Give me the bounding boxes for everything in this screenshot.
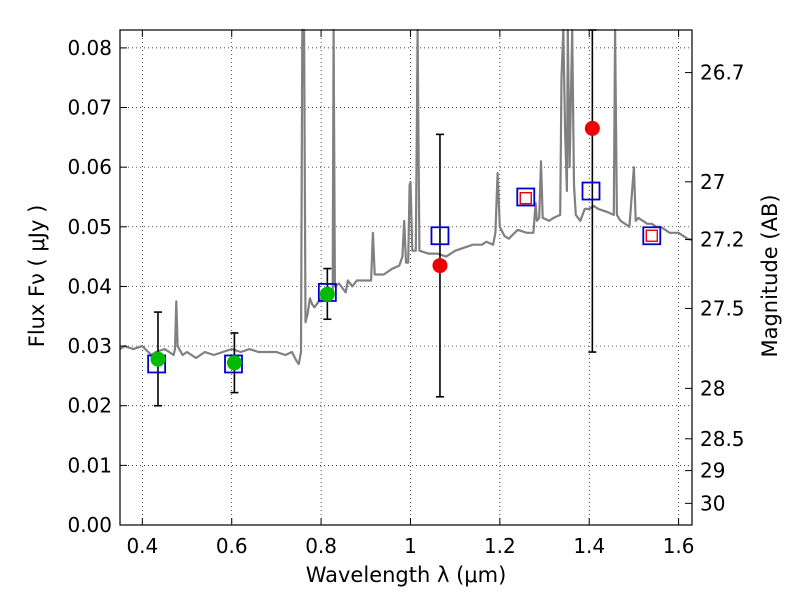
mag-tick-label: 27.5 xyxy=(700,296,745,320)
spectrum-line xyxy=(119,28,693,366)
x-tick-label: 1.6 xyxy=(663,534,695,558)
x-ticks: 0.4 0.6 0.8 1 1.2 1.4 1.6 xyxy=(126,30,695,558)
mag-tick-label: 29 xyxy=(700,459,725,483)
model-band-square xyxy=(642,226,662,246)
errorbar-layer xyxy=(153,29,597,407)
y-tick-label: 0.07 xyxy=(67,96,112,120)
mag-tick-label: 27.2 xyxy=(700,228,745,252)
y-tick-label: 0.02 xyxy=(67,394,112,418)
y-axis-label: Flux Fν ( μJy ) xyxy=(25,205,49,348)
x-tick-label: 1.2 xyxy=(484,534,516,558)
x-tick-label: 0.6 xyxy=(216,534,248,558)
y-tick-label: 0.08 xyxy=(67,36,112,60)
y-axis-label-right: Magnitude (AB) xyxy=(758,194,782,357)
y-ticks: 0.00 0.01 0.02 0.03 0.04 0.05 0.06 0.07 0.08 xyxy=(67,36,127,537)
y-tick-label: 0.05 xyxy=(67,215,112,239)
mag-tick-label: 27 xyxy=(700,170,725,194)
model-band-square xyxy=(516,187,536,207)
y-tick-label: 0.01 xyxy=(67,453,112,477)
detected-point xyxy=(319,286,335,302)
y-tick-label: 0.03 xyxy=(67,334,112,358)
y-tick-label: 0.04 xyxy=(67,274,112,298)
x-tick-label: 0.4 xyxy=(126,534,158,558)
nondetected-point xyxy=(432,258,448,274)
marker-layer xyxy=(147,120,662,374)
upper-limit-square xyxy=(519,191,532,205)
y-tick-label: 0.00 xyxy=(67,513,112,537)
detected-point xyxy=(150,351,166,367)
detected-point xyxy=(226,355,242,371)
upper-limit-square xyxy=(645,229,658,242)
plot-frame xyxy=(119,29,693,526)
model-band-square xyxy=(581,181,601,201)
spectrum-layer xyxy=(119,28,693,366)
mag-tick-label: 30 xyxy=(700,491,725,515)
x-tick-label: 1.4 xyxy=(573,534,605,558)
y-tick-label: 0.06 xyxy=(67,155,112,179)
mag-ticks: 26.7 27 27.2 27.5 28 28.5 29 30 xyxy=(685,61,745,515)
grid xyxy=(120,30,692,526)
mag-tick-label: 26.7 xyxy=(700,61,745,85)
model-band-square xyxy=(430,226,450,246)
nondetected-point xyxy=(584,120,600,136)
x-axis-label: Wavelength λ (μm) xyxy=(306,563,507,587)
mag-tick-label: 28.5 xyxy=(700,427,745,451)
x-tick-label: 0.8 xyxy=(305,534,337,558)
mag-tick-label: 28 xyxy=(700,376,725,400)
x-tick-label: 1 xyxy=(404,534,417,558)
